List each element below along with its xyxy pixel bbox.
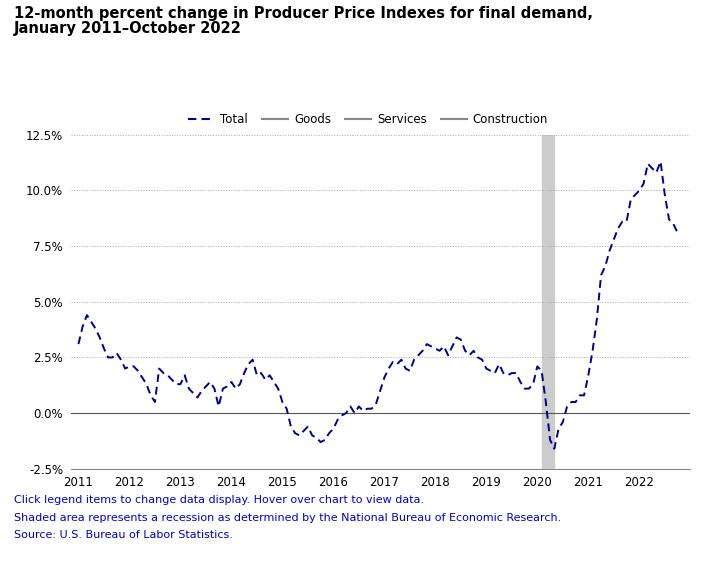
Text: Shaded area represents a recession as determined by the National Bureau of Econo: Shaded area represents a recession as de…	[14, 513, 561, 523]
Legend: Total, Goods, Services, Construction: Total, Goods, Services, Construction	[183, 108, 553, 131]
Text: Source: U.S. Bureau of Labor Statistics.: Source: U.S. Bureau of Labor Statistics.	[14, 530, 233, 540]
Text: 12-month percent change in Producer Price Indexes for final demand,: 12-month percent change in Producer Pric…	[14, 6, 593, 21]
Bar	[542, 135, 554, 469]
Text: Click legend items to change data display. Hover over chart to view data.: Click legend items to change data displa…	[14, 495, 424, 505]
Text: January 2011–October 2022: January 2011–October 2022	[14, 21, 242, 36]
